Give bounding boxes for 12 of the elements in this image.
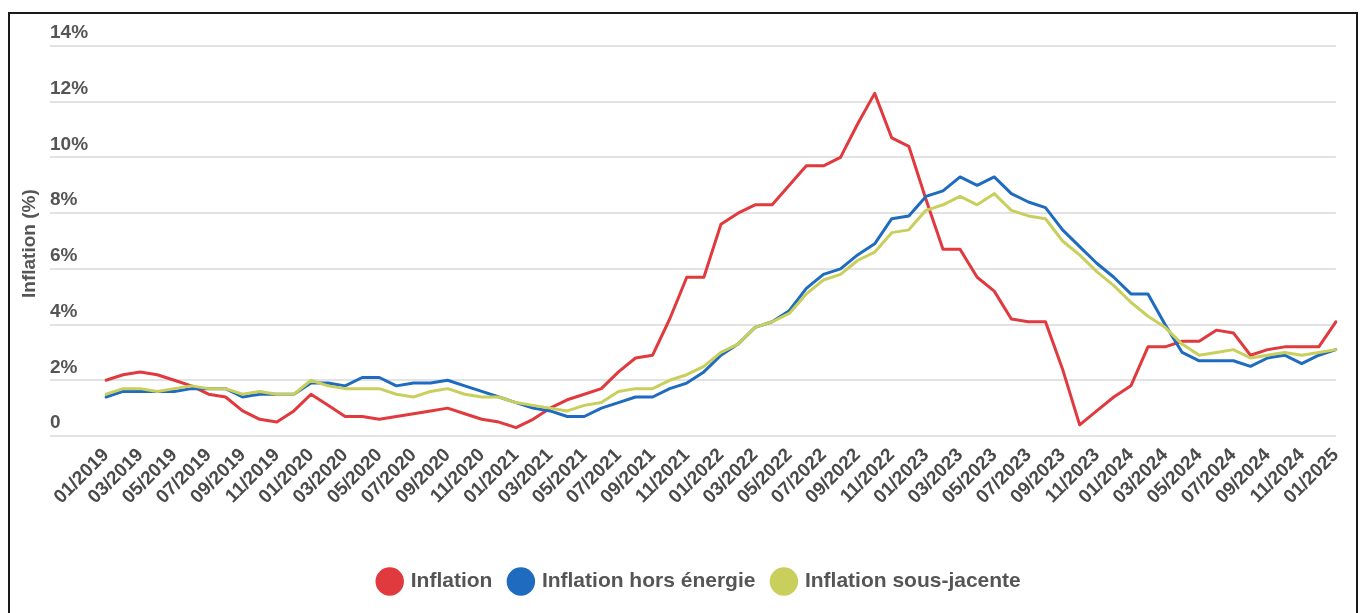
legend-label: Inflation (410, 568, 493, 592)
y-tick-label: 10% (50, 132, 89, 154)
y-tick-label: 12% (50, 76, 89, 98)
legend-label: Inflation hors énergie (541, 568, 756, 592)
y-tick-label: 4% (50, 299, 78, 321)
y-tick-label: 0 (50, 411, 61, 433)
y-tick-label: 2% (50, 355, 78, 377)
legend-label: Inflation sous-jacente (804, 568, 1021, 592)
y-tick-label: 14% (50, 21, 89, 43)
y-tick-label: 8% (50, 188, 78, 210)
y-tick-label: 6% (50, 244, 78, 266)
y-axis-title: Inflation (%) (18, 188, 40, 301)
